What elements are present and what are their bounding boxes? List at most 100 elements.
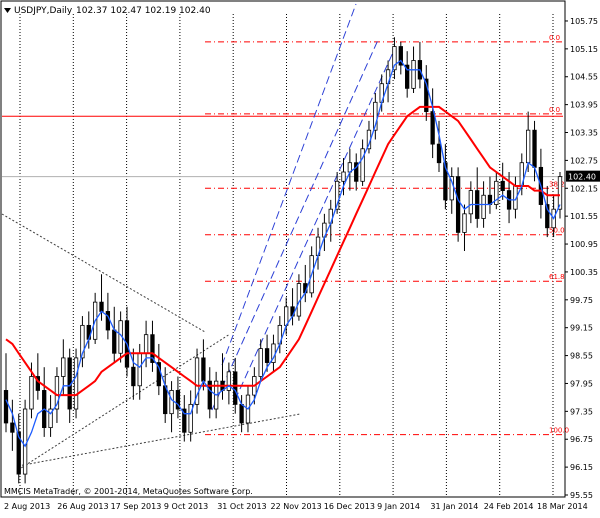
y-tick-label: 100.35 [570,268,598,277]
moving-averages [5,59,561,448]
copyright-text: MMCIS MetaTrader, © 2001-2014, MetaQuote… [4,487,253,496]
y-tick-label: 97.35 [570,407,593,416]
y-tick-label: 96.15 [570,463,593,472]
candle-body [143,334,149,354]
triangle-down-icon[interactable] [4,8,11,13]
y-tick-label: 97.95 [570,379,593,388]
candle-body [137,352,142,387]
channel-upper-line [221,3,357,366]
fib-level-label: 100.0 [549,427,569,435]
triangle-upper-line [1,213,206,333]
candle-body [443,162,448,201]
fib-level-label: 0.0 [549,106,560,114]
y-tick-label: 98.55 [570,352,593,361]
y-tick-label: 104.55 [570,73,598,82]
candle-body [334,180,340,210]
y-tick-label: 101.55 [570,212,598,221]
candle-body [545,204,550,229]
candle-body [526,129,531,164]
candle-body [264,348,270,363]
candle-body [360,148,365,182]
candle-body [341,171,346,182]
candle-body [16,431,21,475]
candle-body [373,101,378,131]
candle-body [61,357,66,377]
candle-body [494,180,499,205]
y-tick-label: 103.35 [570,129,598,138]
symbol-timeframe: USDJPY,Daily [14,6,73,16]
grid-layer [19,14,554,497]
y-tick-label: 105.75 [570,17,598,26]
candle-body [398,46,403,66]
y-tick-label: 102.15 [570,184,598,193]
candle-body [105,311,111,331]
x-tick-label: 22 Nov 2013 [271,502,322,511]
candle-body [233,371,238,405]
candle-body [226,371,232,391]
triangle-lower-line [17,333,231,471]
candle-body [80,324,85,359]
channel-middle-line [211,39,379,411]
candle-body [405,64,410,89]
x-tick-label: 26 Aug 2013 [57,502,108,511]
x-tick-label: 31 Jan 2014 [430,502,478,511]
slow-moving-average-line [5,105,560,397]
candle-body [239,403,244,424]
price-axis: 105.75 105.15 104.55 103.95 103.35 102.75 102.… [565,17,598,500]
y-tick-label: 99.15 [570,324,593,333]
channel-lower-line [234,47,396,401]
candle-body [462,213,467,233]
y-tick-label: 96.75 [570,435,593,444]
candle-body [207,380,212,410]
y-tick-label: 99.75 [570,296,593,305]
y-tick-label: 103.95 [570,101,598,110]
fib-level-label: 38.2 [549,180,565,188]
candle-body [411,60,416,89]
y-tick-label: 102.75 [570,156,598,165]
x-tick-label: 2 Aug 2013 [4,502,50,511]
candle-body [258,348,263,377]
x-tick-label: 16 Dec 2013 [324,502,375,511]
candle-body [48,408,53,429]
candle-body [392,46,397,71]
candle-body [112,329,117,354]
x-tick-label: 24 Feb 2014 [484,502,534,511]
x-tick-label: 9 Jan 2014 [377,502,420,511]
candle-body [436,143,442,164]
time-axis: 2 Aug 2013 26 Aug 2013 17 Sep 2013 9 Oct 20… [4,502,588,511]
candle-body [29,376,34,410]
candle-body [150,334,155,363]
candle-body [468,190,474,215]
candle-body [175,390,181,410]
x-tick-label: 18 Mar 2014 [537,502,588,511]
candle-body [22,408,28,475]
candle-body [194,357,200,405]
fibonacci-levels: 0.0 0.0 38.2 50.0 61.8 100.0 [2,34,569,436]
candle-body [10,422,15,433]
candle-body [131,366,136,387]
candle-body [201,357,206,382]
candle-body [73,357,79,410]
candle-body [430,111,435,145]
plot-frame [0,0,566,498]
fast-moving-average-line [5,59,561,448]
candle-body [557,176,563,210]
y-tick-label: 105.15 [570,45,598,54]
trendlines [1,3,396,471]
x-tick-label: 9 Oct 2013 [164,502,208,511]
candle-body [99,301,104,312]
current-price-tag: 102.40 [566,170,600,182]
candle-body [500,180,505,191]
candle-body [481,194,486,219]
fib-level-label: 50.0 [549,227,565,235]
fib-level-label: 61.8 [549,273,565,281]
candle-body [182,408,187,433]
candle-body [354,162,359,182]
candle-body [3,390,9,424]
candle-body [532,129,537,168]
x-tick-label: 17 Sep 2013 [111,502,162,511]
ohlc-values: 102.37 102.47 102.19 102.40 [76,6,211,16]
candle-body [188,403,193,433]
